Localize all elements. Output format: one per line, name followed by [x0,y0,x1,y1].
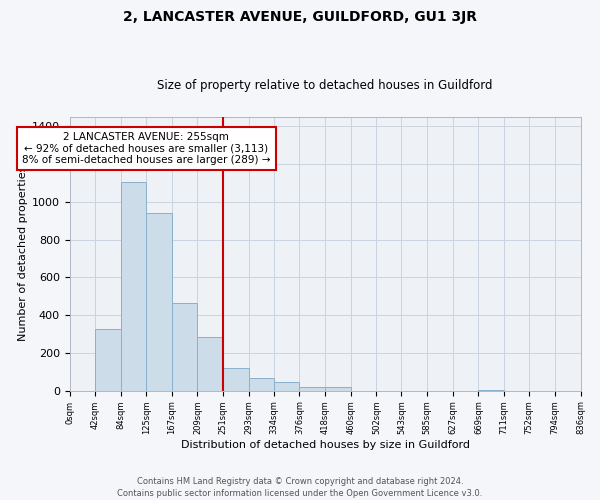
Bar [172,304,197,390]
Text: 2, LANCASTER AVENUE, GUILDFORD, GU1 3JR: 2, LANCASTER AVENUE, GUILDFORD, GU1 3JR [123,10,477,24]
Text: 2 LANCASTER AVENUE: 255sqm
← 92% of detached houses are smaller (3,113)
8% of se: 2 LANCASTER AVENUE: 255sqm ← 92% of deta… [22,132,271,165]
Bar [299,387,325,390]
Bar [121,182,146,390]
Bar [197,337,223,390]
Text: Contains HM Land Registry data © Crown copyright and database right 2024.
Contai: Contains HM Land Registry data © Crown c… [118,476,482,498]
Bar [146,213,172,390]
Bar [249,378,274,390]
Bar [223,368,249,390]
Y-axis label: Number of detached properties: Number of detached properties [18,166,28,342]
Title: Size of property relative to detached houses in Guildford: Size of property relative to detached ho… [157,79,493,92]
Bar [274,382,299,390]
Bar [95,329,121,390]
Bar [325,387,351,390]
X-axis label: Distribution of detached houses by size in Guildford: Distribution of detached houses by size … [181,440,470,450]
